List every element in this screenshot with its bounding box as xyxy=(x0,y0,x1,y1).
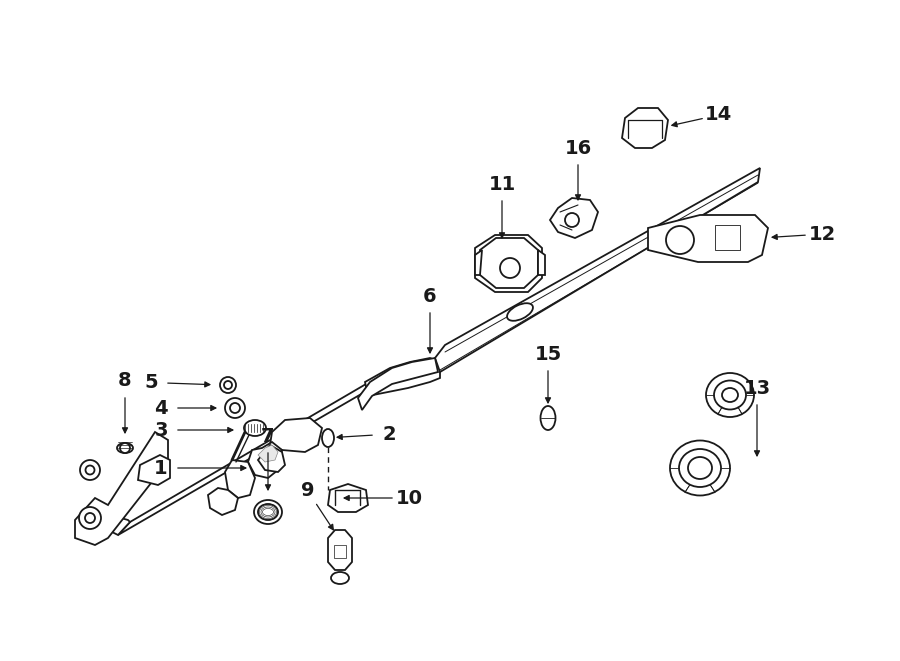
Ellipse shape xyxy=(688,457,712,479)
Text: 4: 4 xyxy=(154,399,167,418)
Circle shape xyxy=(220,377,236,393)
Polygon shape xyxy=(248,442,282,478)
Ellipse shape xyxy=(670,440,730,496)
Text: 6: 6 xyxy=(423,286,436,305)
Polygon shape xyxy=(108,516,130,535)
Circle shape xyxy=(230,403,240,413)
Text: 12: 12 xyxy=(808,225,835,244)
Text: 15: 15 xyxy=(535,344,562,364)
Polygon shape xyxy=(208,488,238,515)
Polygon shape xyxy=(270,418,322,452)
Circle shape xyxy=(565,213,579,227)
Circle shape xyxy=(500,258,520,278)
Text: 10: 10 xyxy=(395,488,422,508)
Ellipse shape xyxy=(244,420,266,436)
Polygon shape xyxy=(622,108,668,148)
Text: 13: 13 xyxy=(743,379,770,397)
Text: 14: 14 xyxy=(705,106,733,124)
Ellipse shape xyxy=(258,504,278,520)
Polygon shape xyxy=(538,250,545,275)
Circle shape xyxy=(225,398,245,418)
Polygon shape xyxy=(328,484,368,512)
Circle shape xyxy=(80,460,100,480)
Ellipse shape xyxy=(706,373,754,417)
Circle shape xyxy=(120,443,130,453)
Text: 3: 3 xyxy=(154,420,167,440)
Ellipse shape xyxy=(541,406,555,430)
Text: 7: 7 xyxy=(261,426,274,446)
Ellipse shape xyxy=(254,500,282,524)
Text: 1: 1 xyxy=(154,459,167,477)
Text: 2: 2 xyxy=(382,424,396,444)
Polygon shape xyxy=(480,238,538,288)
Polygon shape xyxy=(358,358,438,410)
Ellipse shape xyxy=(722,388,738,402)
Text: 8: 8 xyxy=(118,371,131,391)
Ellipse shape xyxy=(322,429,334,447)
Polygon shape xyxy=(715,225,740,250)
Text: 9: 9 xyxy=(301,481,314,500)
Ellipse shape xyxy=(331,572,349,584)
Polygon shape xyxy=(258,445,278,462)
Polygon shape xyxy=(648,215,768,262)
Polygon shape xyxy=(475,250,482,275)
Polygon shape xyxy=(118,370,390,535)
Ellipse shape xyxy=(714,381,746,410)
Polygon shape xyxy=(365,358,440,396)
Circle shape xyxy=(666,226,694,254)
Circle shape xyxy=(85,513,95,523)
Polygon shape xyxy=(435,168,760,372)
Polygon shape xyxy=(75,432,168,545)
Circle shape xyxy=(86,465,94,475)
Polygon shape xyxy=(138,455,170,485)
Polygon shape xyxy=(258,445,285,472)
Polygon shape xyxy=(328,530,352,570)
Text: 5: 5 xyxy=(144,373,158,392)
Polygon shape xyxy=(334,545,346,558)
Polygon shape xyxy=(225,460,255,498)
Circle shape xyxy=(79,507,101,529)
Polygon shape xyxy=(550,198,598,238)
Polygon shape xyxy=(475,235,542,292)
Text: 11: 11 xyxy=(489,175,516,194)
Text: 16: 16 xyxy=(564,139,591,157)
Circle shape xyxy=(224,381,232,389)
Ellipse shape xyxy=(507,303,533,321)
Ellipse shape xyxy=(679,449,721,487)
Ellipse shape xyxy=(117,443,133,453)
